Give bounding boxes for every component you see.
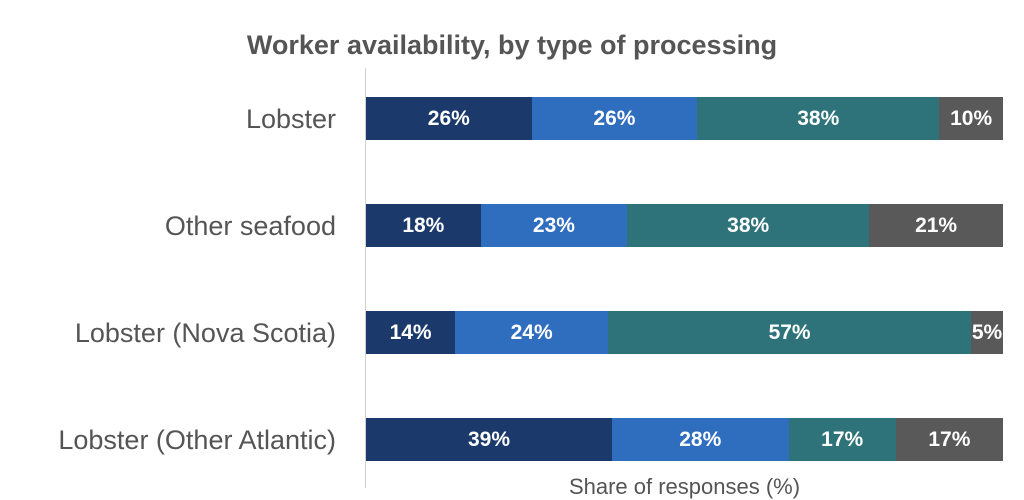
category-label: Other seafood [164, 211, 336, 241]
data-label: 18% [402, 213, 445, 237]
bar-segment: 10% [939, 97, 1003, 140]
chart-title: Worker availability, by type of processi… [246, 30, 778, 60]
data-label: 21% [915, 213, 958, 237]
bar-segment: 17% [895, 418, 1003, 461]
bar-segment: 23% [480, 204, 628, 247]
stacked-bar: 26% 26% 38% 10% [366, 97, 1003, 140]
data-label: 28% [679, 427, 722, 451]
data-label: 17% [928, 427, 971, 451]
stacked-bar: 14% 24% 57% 5% [366, 311, 1003, 354]
bar-segment: 18% [366, 204, 481, 247]
bar-segment: 39% [366, 418, 612, 461]
stacked-bar: 39% 28% 17% 17% [366, 418, 1003, 461]
bar-segment: 24% [455, 311, 609, 354]
bar-segment: 28% [611, 418, 789, 461]
y-axis-line [365, 68, 366, 488]
data-label: 38% [797, 106, 840, 130]
bar-segment: 26% [531, 97, 698, 140]
category-label: Lobster (Other Atlantic) [58, 425, 336, 455]
data-label: 5% [971, 320, 1003, 344]
data-label: 39% [467, 427, 510, 451]
bar-segment: 17% [788, 418, 896, 461]
stacked-bar: 18% 23% 38% 21% [366, 204, 1003, 247]
bar-segment: 5% [971, 311, 1003, 354]
data-label: 17% [821, 427, 864, 451]
category-label: Lobster (Nova Scotia) [74, 318, 336, 348]
data-label: 24% [510, 320, 553, 344]
bar-segment: 38% [627, 204, 870, 247]
data-label: 26% [593, 106, 636, 130]
data-label: 38% [727, 213, 770, 237]
bar-segment: 26% [366, 97, 532, 140]
data-label: 10% [950, 106, 993, 130]
data-label: 26% [427, 106, 470, 130]
bar-segment: 21% [869, 204, 1003, 247]
category-label: Lobster [245, 104, 336, 134]
data-label: 14% [389, 320, 432, 344]
bar-segment: 57% [608, 311, 972, 354]
bar-segment: 38% [697, 97, 940, 140]
x-axis-label: Share of responses (%) [568, 474, 801, 499]
data-label: 57% [768, 320, 811, 344]
bar-segment: 14% [366, 311, 456, 354]
data-label: 23% [532, 213, 575, 237]
